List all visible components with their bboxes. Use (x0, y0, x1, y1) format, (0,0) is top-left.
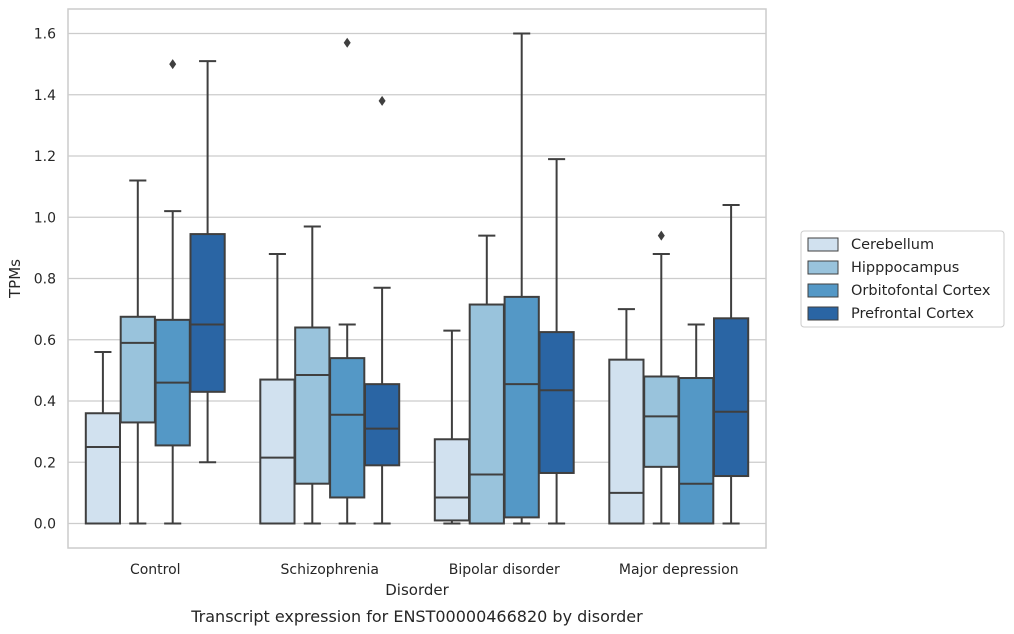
box-body (678, 377, 715, 525)
y-tick-label: 1.4 (34, 88, 56, 104)
legend-swatch (807, 237, 839, 252)
box-body (363, 383, 401, 467)
y-tick-label: 0.6 (34, 333, 56, 349)
box-0-2 (154, 59, 191, 525)
y-tick-label: 1.6 (34, 27, 56, 43)
outlier-marker (657, 230, 665, 241)
box-1-0 (259, 253, 296, 525)
box-1-2 (329, 37, 366, 525)
x-tick-label: Major depression (619, 562, 739, 578)
box-body (119, 315, 156, 424)
legend-label: Cerebellum (851, 237, 934, 253)
boxes (84, 32, 750, 525)
box-body (433, 438, 471, 522)
legend-frame (800, 230, 1005, 328)
box-2-0 (433, 329, 471, 525)
box-body (503, 295, 540, 519)
chart-caption: Transcript expression for ENST0000046682… (190, 607, 643, 626)
box-body (294, 326, 331, 485)
box-body (538, 331, 575, 474)
y-tick-label: 0.2 (34, 455, 56, 471)
box-3-1 (643, 230, 680, 525)
legend: Cerebellum Hipppocampus Orbitofontal Corte… (800, 230, 1005, 328)
box-body (84, 412, 122, 525)
y-tick-label: 0.8 (34, 272, 56, 288)
box-body (189, 233, 226, 393)
y-tick-label: 1.2 (34, 149, 56, 165)
box-3-3 (712, 204, 750, 525)
legend-swatch (807, 283, 839, 298)
box-body (643, 375, 680, 468)
x-tick-label: Control (130, 562, 181, 578)
box-0-0 (84, 351, 122, 525)
legend-swatch (807, 260, 839, 275)
plot-frame (67, 8, 767, 549)
outlier-marker (343, 37, 351, 48)
box-3-0 (608, 308, 645, 525)
box-body (712, 317, 750, 478)
x-tick-labels: Control Schizophrenia Bipolar disorder Majo… (130, 562, 739, 578)
y-tick-label: 1.0 (34, 210, 56, 226)
box-2-1 (468, 234, 505, 525)
box-0-1 (119, 179, 156, 525)
box-3-2 (678, 323, 715, 525)
box-body (608, 358, 645, 525)
legend-label: Prefrontal Cortex (851, 306, 974, 322)
box-0-3 (189, 60, 226, 464)
outlier-marker (169, 59, 177, 70)
box-body (329, 357, 366, 499)
legend-swatch (807, 306, 839, 321)
box-1-1 (294, 225, 331, 525)
x-tick-label: Bipolar disorder (449, 562, 560, 578)
outlier-marker (378, 95, 386, 106)
legend-items: Cerebellum Hipppocampus Orbitofontal Corte… (807, 237, 991, 322)
box-2-3 (538, 158, 575, 525)
box-body (259, 378, 296, 525)
y-tick-label: 0.4 (34, 394, 56, 410)
x-axis-label: Disorder (385, 581, 449, 599)
y-tick-labels: 0.0 0.2 0.4 0.6 0.8 1.0 1.2 1.4 1.6 (34, 27, 56, 533)
box-1-3 (363, 95, 401, 525)
legend-label: Orbitofontal Cortex (851, 283, 991, 299)
x-tick-label: Schizophrenia (281, 562, 379, 578)
box-body (468, 303, 505, 525)
y-axis-label: TPMs (6, 259, 24, 299)
legend-label: Hipppocampus (851, 260, 959, 276)
y-tick-label: 0.0 (34, 517, 56, 533)
